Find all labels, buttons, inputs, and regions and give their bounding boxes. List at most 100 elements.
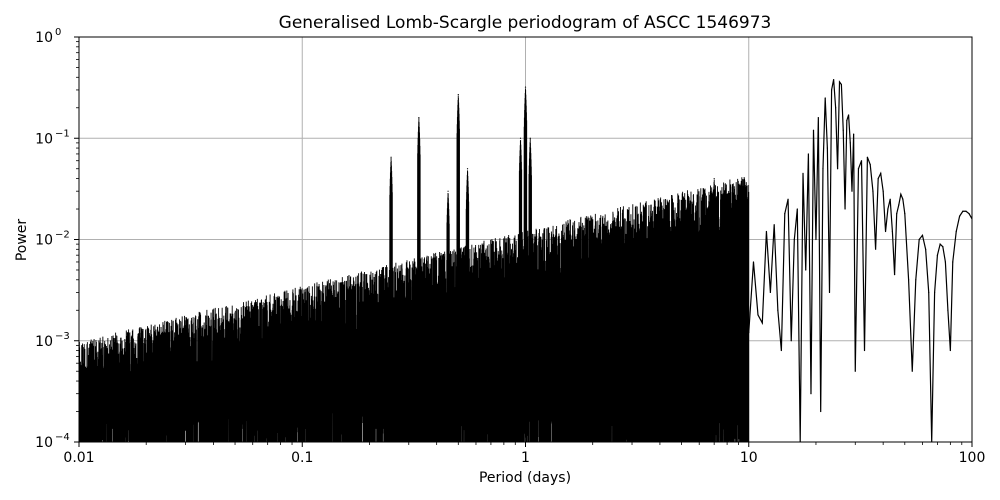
periodogram-point — [840, 83, 842, 86]
periodogram-peak — [390, 156, 392, 158]
y-tick-exponent: −4 — [55, 432, 70, 443]
periodogram-point — [802, 172, 804, 174]
periodogram-point — [752, 261, 755, 263]
periodogram-point — [875, 248, 877, 250]
periodogram-peak — [457, 93, 459, 96]
periodogram-point — [949, 349, 951, 352]
periodogram-point — [962, 210, 964, 212]
periodogram-point — [787, 198, 789, 200]
data-layer — [79, 78, 972, 442]
periodogram-point — [777, 309, 779, 311]
periodogram-point — [836, 168, 839, 170]
periodogram-point — [860, 160, 863, 162]
periodogram-point — [757, 314, 759, 316]
x-tick-label: 0.1 — [291, 450, 313, 466]
x-axis-label: Period (days) — [479, 470, 571, 486]
periodogram-point — [889, 198, 891, 200]
periodogram-peak — [447, 190, 449, 192]
periodogram-point — [869, 163, 871, 166]
periodogram-point — [810, 393, 812, 395]
y-tick-exponent: −2 — [55, 230, 70, 241]
periodogram-point — [925, 248, 927, 250]
periodogram-point — [965, 210, 967, 212]
periodogram-point — [904, 213, 906, 215]
periodogram-point — [911, 370, 913, 372]
periodogram-point — [947, 309, 949, 311]
periodogram-point — [780, 349, 782, 352]
periodogram-point — [835, 107, 837, 109]
periodogram-point — [902, 198, 904, 200]
periodogram-point — [761, 322, 763, 324]
periodogram-point — [826, 147, 828, 149]
periodogram-point — [748, 332, 750, 334]
periodogram-point — [773, 224, 775, 226]
y-axis-label: Power — [14, 219, 30, 262]
periodogram-point — [847, 114, 850, 116]
periodogram-point — [921, 234, 924, 236]
periodogram-point — [955, 230, 957, 233]
periodogram-point — [765, 230, 768, 233]
y-tick-label: 10 — [35, 30, 53, 46]
periodogram-point — [863, 349, 866, 352]
periodogram-point — [833, 78, 835, 81]
y-tick-label: 10 — [35, 233, 53, 249]
y-tick-label: 10 — [35, 131, 53, 147]
periodogram-point — [952, 261, 954, 263]
periodogram-point — [908, 279, 910, 281]
periodogram-point — [939, 243, 941, 245]
periodogram-point — [844, 208, 846, 210]
periodogram-peak — [529, 137, 531, 139]
periodogram-point — [900, 193, 902, 195]
periodogram-point — [853, 133, 855, 135]
periodogram-point — [915, 279, 917, 281]
periodogram-peak — [713, 177, 715, 180]
y-tick-exponent: 0 — [55, 27, 61, 38]
periodogram-point — [857, 168, 860, 170]
periodogram-point — [769, 291, 771, 294]
periodogram-point — [790, 340, 792, 342]
periodogram-point — [838, 81, 841, 83]
y-tick-label: 10 — [35, 435, 53, 451]
x-tick-label: 1 — [521, 450, 530, 466]
periodogram-point — [959, 215, 961, 217]
periodogram-point — [872, 190, 874, 192]
periodogram-point — [793, 238, 795, 241]
periodogram-peak — [519, 137, 522, 139]
periodogram-point — [918, 238, 920, 241]
periodogram-peak — [524, 86, 527, 88]
x-tick-label: 10 — [740, 450, 758, 466]
periodogram-point — [936, 254, 939, 256]
periodogram-point — [968, 213, 970, 215]
periodogram-series-line — [748, 79, 972, 442]
periodogram-point — [898, 204, 900, 206]
periodogram-point — [817, 116, 819, 119]
periodogram-point — [942, 246, 944, 248]
periodogram-point — [891, 230, 894, 233]
periodogram-point — [830, 89, 833, 91]
x-tick-label: 100 — [959, 450, 986, 466]
y-tick-label: 10 — [35, 334, 53, 350]
periodogram-point — [807, 153, 810, 155]
periodogram-point — [866, 156, 869, 158]
periodogram-point — [854, 370, 856, 372]
periodogram-point — [877, 177, 879, 180]
periodogram-point — [796, 208, 798, 210]
periodogram-point — [884, 230, 887, 233]
periodogram-point — [812, 129, 815, 131]
y-tick-exponent: −1 — [55, 128, 70, 139]
periodogram-point — [934, 291, 936, 294]
periodogram-point — [820, 410, 822, 413]
periodogram-point — [880, 172, 882, 174]
periodogram-noise-trace — [79, 88, 750, 442]
periodogram-peak — [418, 116, 420, 119]
periodogram-point — [822, 168, 824, 170]
x-tick-label: 0.01 — [63, 450, 94, 466]
chart-title: Generalised Lomb-Scargle periodogram of … — [279, 13, 772, 33]
periodogram-point — [851, 190, 853, 192]
periodogram-point — [815, 238, 817, 241]
periodogram-point — [828, 291, 831, 294]
periodogram-point — [849, 142, 851, 144]
